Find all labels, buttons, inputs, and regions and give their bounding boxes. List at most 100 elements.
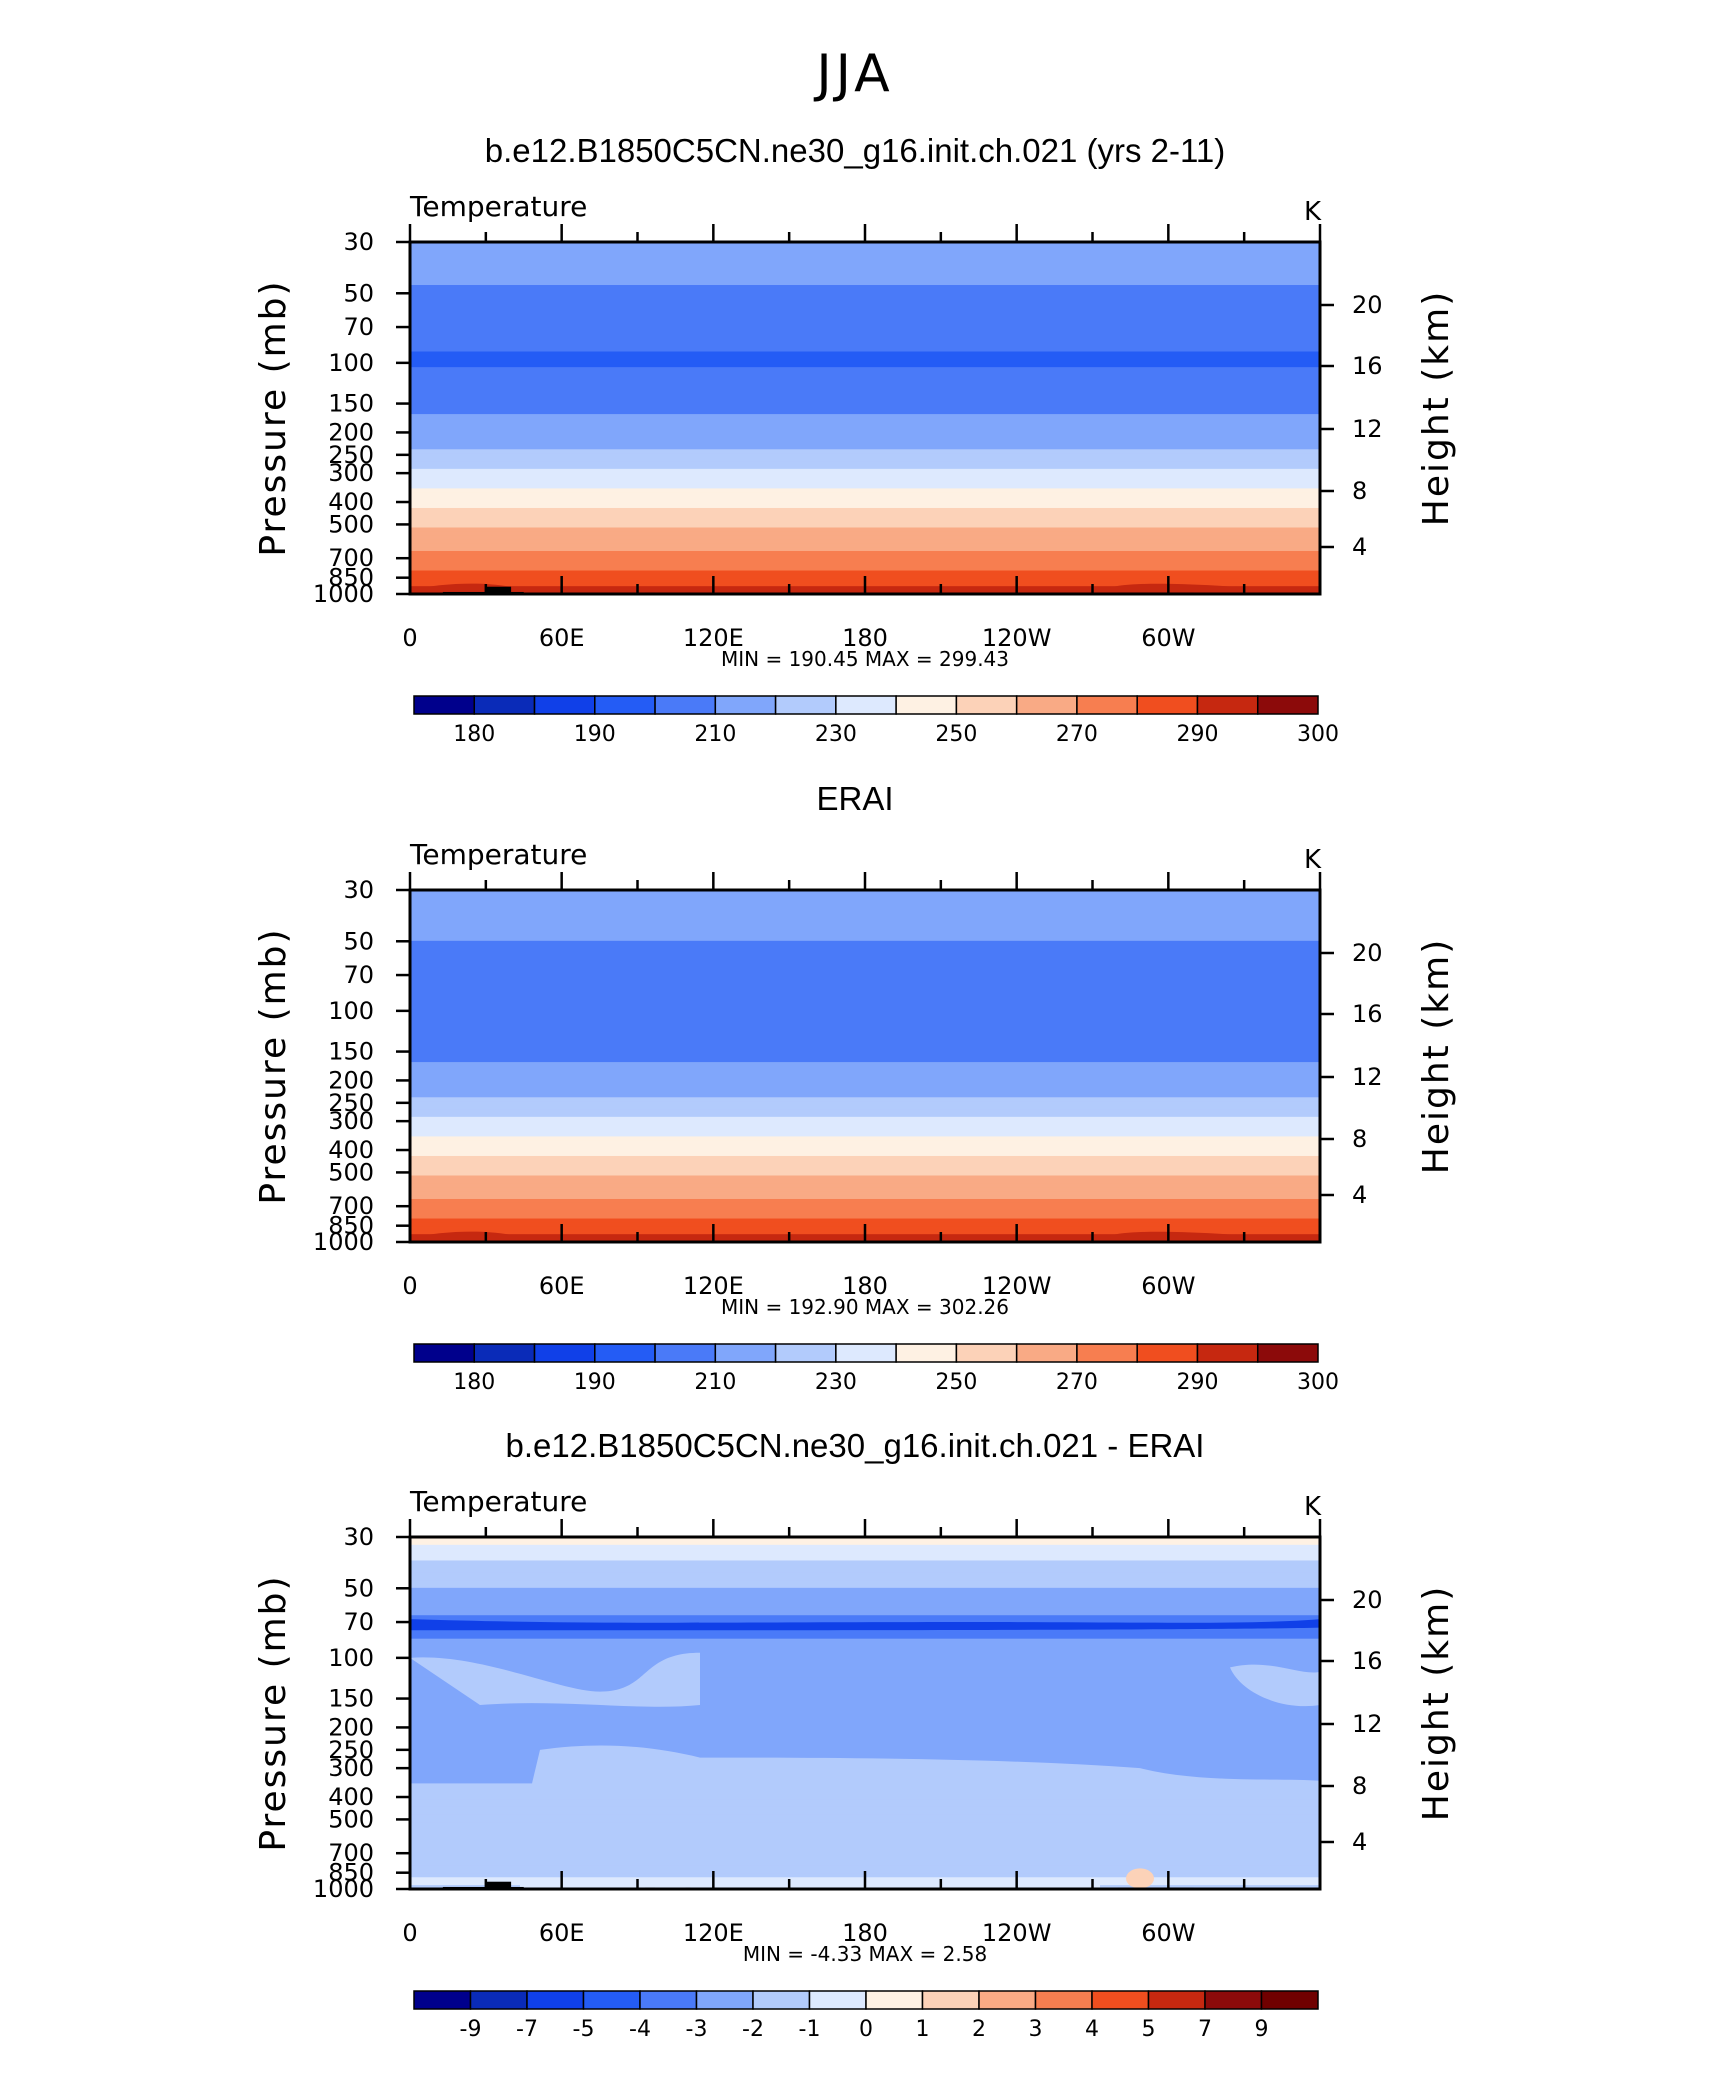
right-tick-label: 8 bbox=[1352, 1772, 1367, 1800]
field-band bbox=[410, 1591, 1320, 1597]
field-band bbox=[410, 1540, 1320, 1546]
field-band bbox=[410, 437, 1320, 443]
field-band bbox=[410, 1019, 1320, 1024]
field-band bbox=[410, 1599, 1320, 1605]
field-band bbox=[410, 382, 1320, 388]
field-band bbox=[410, 1089, 1320, 1094]
field-band bbox=[410, 328, 1320, 333]
field-band bbox=[410, 398, 1320, 403]
field-band bbox=[410, 1155, 1320, 1161]
field-band bbox=[410, 1128, 1320, 1134]
field-band bbox=[410, 1845, 1320, 1851]
field-band bbox=[410, 1537, 1320, 1542]
right-tick-label: 4 bbox=[1352, 1181, 1367, 1209]
field-band bbox=[410, 515, 1320, 521]
field-band bbox=[410, 547, 1320, 552]
colorbar-box bbox=[774, 695, 837, 715]
colorbar-label: 9 bbox=[1255, 2017, 1269, 2042]
anomaly-patch bbox=[1126, 1868, 1154, 1889]
field-band bbox=[410, 1167, 1320, 1173]
y-tick-label: 200 bbox=[328, 418, 374, 446]
field-band bbox=[410, 1752, 1320, 1757]
right-tick-label: 8 bbox=[1352, 477, 1367, 505]
field-band bbox=[410, 1011, 1320, 1016]
field-band bbox=[410, 441, 1320, 446]
field-band bbox=[410, 558, 1320, 564]
y-tick-label: 100 bbox=[328, 349, 374, 377]
field-band bbox=[410, 1709, 1320, 1714]
field-band bbox=[410, 273, 1320, 278]
field-band bbox=[410, 1187, 1320, 1192]
field-band bbox=[410, 367, 1320, 372]
field-band bbox=[410, 1756, 1320, 1761]
colorbar-box bbox=[1204, 1990, 1263, 2010]
right-axis-label: Height (km) bbox=[1416, 938, 1457, 1174]
topography-block bbox=[485, 586, 512, 594]
colorbar-box bbox=[533, 695, 596, 715]
field-band bbox=[410, 484, 1320, 489]
colorbar-box bbox=[714, 1343, 777, 1363]
colorbar-label: -9 bbox=[460, 2017, 482, 2042]
colorbar-box bbox=[469, 1990, 528, 2010]
field-band bbox=[410, 390, 1320, 396]
y-tick-label: 30 bbox=[343, 876, 374, 904]
field-band bbox=[410, 1732, 1320, 1738]
y-tick-label: 50 bbox=[343, 927, 374, 955]
field-band bbox=[410, 507, 1320, 513]
colorbar-box bbox=[835, 1343, 897, 1363]
field-band bbox=[410, 461, 1320, 466]
field-band bbox=[410, 1810, 1320, 1816]
field-band bbox=[410, 964, 1320, 969]
field-band bbox=[410, 1826, 1320, 1831]
field-band bbox=[410, 1834, 1320, 1839]
field-band bbox=[410, 1673, 1320, 1679]
field-band bbox=[410, 901, 1320, 907]
right-axis-label: Height (km) bbox=[1416, 1585, 1457, 1821]
right-axis-label: Height (km) bbox=[1416, 290, 1457, 526]
field-band bbox=[410, 976, 1320, 981]
y-tick-label: 850 bbox=[328, 564, 374, 592]
colorbar-label: 4 bbox=[1085, 2017, 1099, 2042]
field-band bbox=[410, 410, 1320, 415]
right-tick-label: 20 bbox=[1352, 939, 1383, 967]
y-tick-label: 100 bbox=[328, 997, 374, 1025]
colorbar-box bbox=[1196, 695, 1259, 715]
field-band bbox=[410, 1015, 1320, 1020]
x-tick-label: 60W bbox=[1141, 624, 1195, 652]
field-band bbox=[410, 1615, 1320, 1620]
field-band bbox=[410, 1822, 1320, 1828]
colorbar-label: -3 bbox=[686, 2017, 708, 2042]
field-band bbox=[410, 339, 1320, 345]
colorbar-box bbox=[594, 695, 656, 715]
field-band bbox=[410, 1564, 1320, 1569]
field-band bbox=[410, 1556, 1320, 1562]
field-band bbox=[410, 1140, 1320, 1145]
field-band bbox=[410, 277, 1320, 282]
colorbar-label: -1 bbox=[799, 2017, 821, 2042]
y-tick-label: 700 bbox=[328, 1192, 374, 1220]
right-tick-label: 16 bbox=[1352, 1647, 1383, 1675]
right-tick-label: 4 bbox=[1352, 533, 1367, 561]
y-tick-label: 70 bbox=[343, 961, 374, 989]
field-band bbox=[410, 1116, 1320, 1122]
field-band bbox=[410, 983, 1320, 989]
field-band bbox=[410, 245, 1320, 251]
field-band bbox=[410, 1191, 1320, 1196]
field-band bbox=[410, 300, 1320, 306]
field-band bbox=[410, 1132, 1320, 1137]
field-band bbox=[410, 1865, 1320, 1871]
y-tick-label: 250 bbox=[328, 1089, 374, 1117]
field-band bbox=[410, 1705, 1320, 1710]
field-band bbox=[410, 1073, 1320, 1079]
field-band bbox=[410, 1736, 1320, 1741]
field-band bbox=[410, 1183, 1320, 1188]
right-tick-label: 12 bbox=[1352, 1063, 1383, 1091]
field-band bbox=[410, 1595, 1320, 1601]
field-band bbox=[410, 394, 1320, 400]
colorbar-box bbox=[1034, 1990, 1093, 2010]
field-band bbox=[410, 944, 1320, 950]
field-band bbox=[410, 1124, 1320, 1130]
y-tick-label: 300 bbox=[328, 459, 374, 487]
units-label: K bbox=[1304, 1492, 1322, 1522]
x-tick-label: 60E bbox=[539, 1272, 585, 1300]
